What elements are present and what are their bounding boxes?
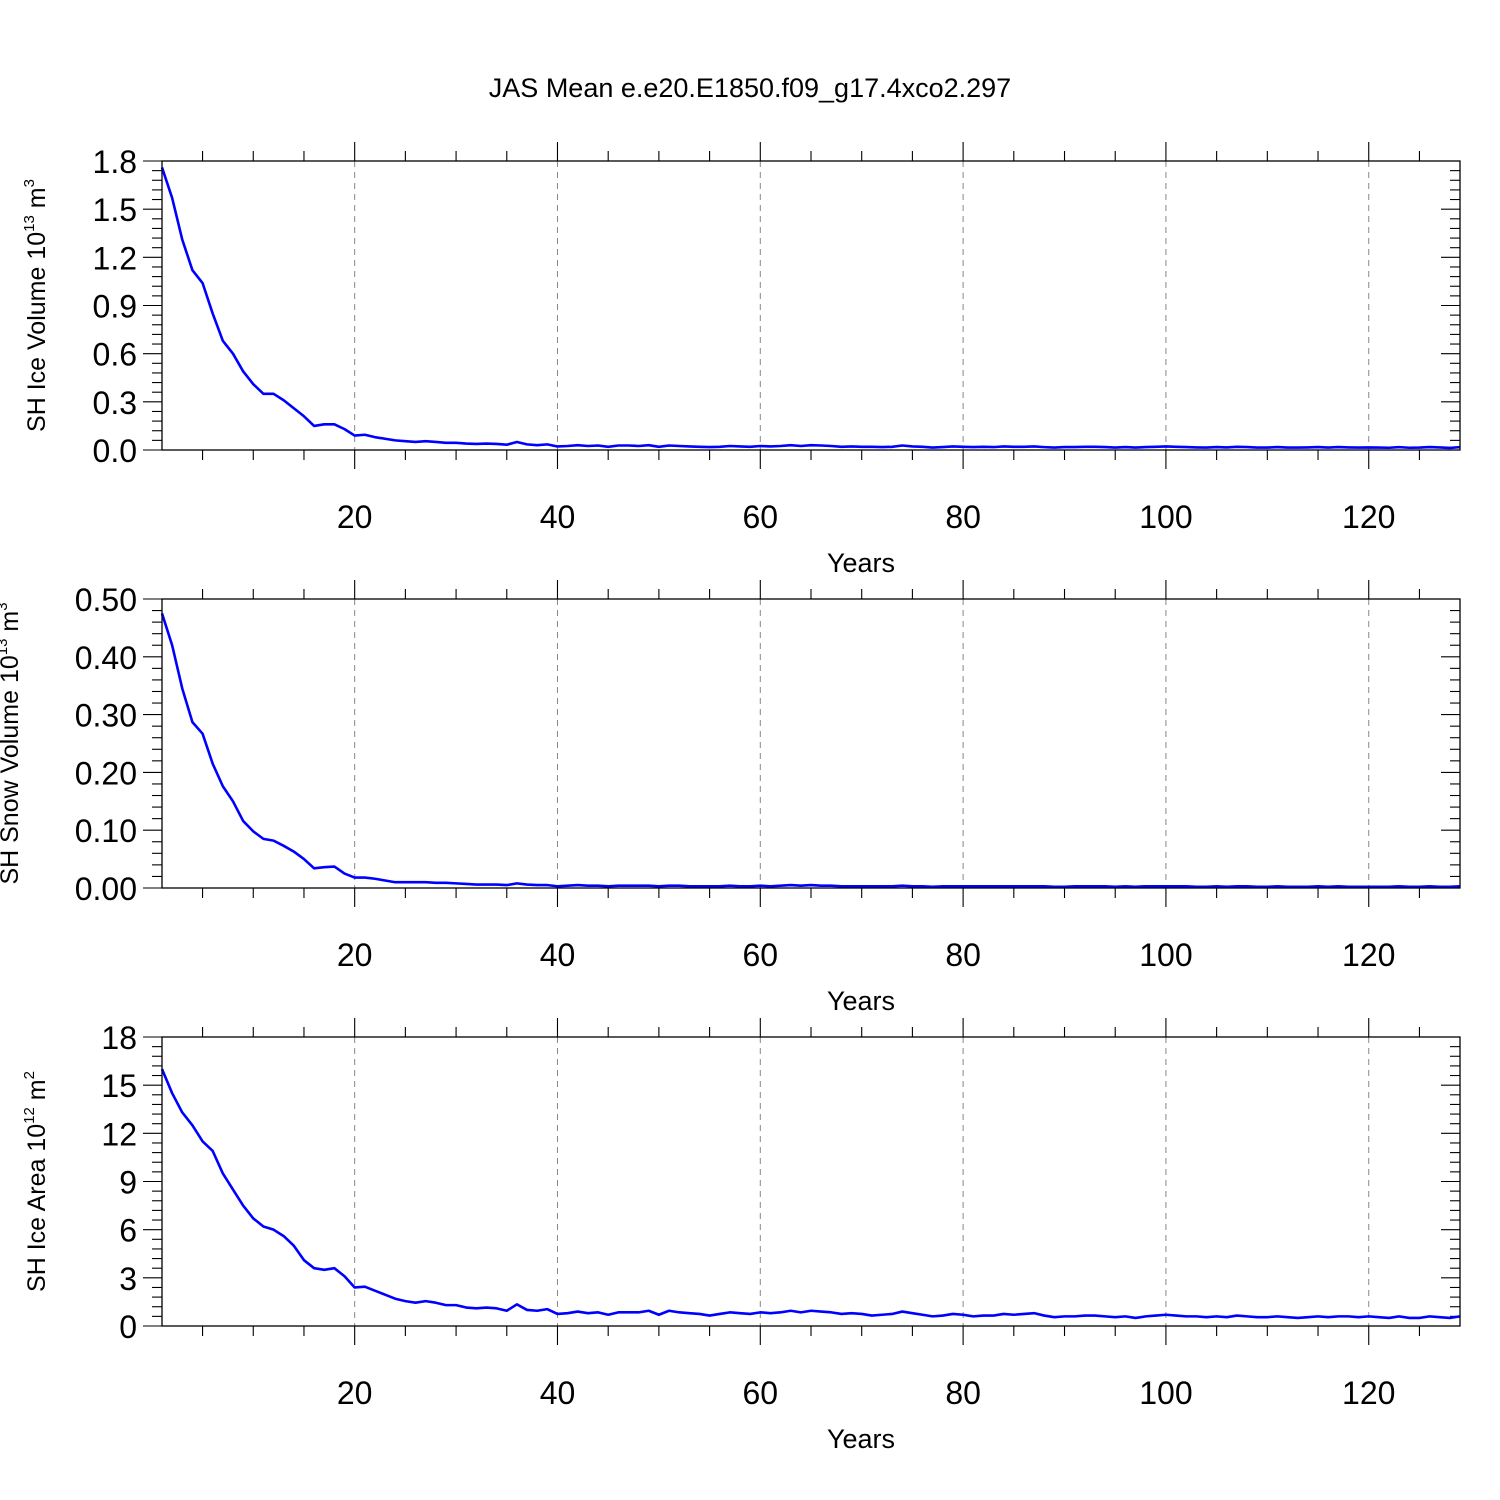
series-line — [160, 1068, 1461, 1320]
x-tick-label: 40 — [540, 499, 576, 535]
y-tick-label: 1.8 — [93, 144, 137, 180]
y-tick-label: 0.20 — [75, 755, 137, 791]
y-tick-label: 0 — [119, 1309, 137, 1345]
y-tick-label: 0.9 — [93, 289, 137, 325]
x-tick-label: 120 — [1342, 499, 1395, 535]
y-tick-label: 15 — [101, 1068, 137, 1104]
y-tick-label: 0.0 — [93, 433, 137, 469]
chart-panel-3: 20 40 60 80 100 120 0 3 6 9 12 15 18 Years SH Ice Area… — [21, 1018, 1461, 1454]
y-tick-label: 12 — [101, 1116, 137, 1152]
x-tick-label: 80 — [945, 499, 981, 535]
x-tick-label: 120 — [1342, 1375, 1395, 1411]
x-tick-label: 60 — [743, 937, 779, 973]
x-axis-label: Years — [827, 1424, 895, 1454]
y-tick-label: 0.30 — [75, 698, 137, 734]
x-axis-label: Years — [827, 986, 895, 1016]
x-tick-label: 60 — [743, 499, 779, 535]
y-axis-label: SH Snow Volume 1013 m3 — [0, 602, 24, 884]
y-tick-label: 1.5 — [93, 192, 137, 228]
y-tick-label: 1.2 — [93, 240, 137, 276]
y-tick-label: 0.50 — [75, 582, 137, 618]
y-axis-label: SH Ice Volume 1013 m3 — [21, 179, 51, 432]
figure-title: JAS Mean e.e20.E1850.f09_g17.4xco2.297 — [489, 73, 1011, 103]
y-tick-label: 9 — [119, 1165, 137, 1201]
plot-frame — [161, 598, 1461, 889]
y-tick-label: 0.6 — [93, 337, 137, 373]
plot-frame — [161, 160, 1461, 451]
series-line — [160, 613, 1461, 889]
x-tick-label: 100 — [1139, 499, 1192, 535]
plot-frame — [161, 1036, 1461, 1327]
chart-panels: 20 40 60 80 100 1200.00.30.60.91.21.51.8Years… — [0, 142, 1461, 1454]
x-axis-label: Years — [827, 548, 895, 578]
y-axis-label: SH Ice Area 1012 m2 — [21, 1071, 51, 1292]
chart-panel-1: 20 40 60 80 100 120 0.0 0.3 0.6 0.9 1.2 1.5 1.8 Years… — [21, 142, 1461, 578]
x-tick-label: 40 — [540, 937, 576, 973]
x-tick-label: 60 — [743, 1375, 779, 1411]
x-tick-label: 20 — [337, 1375, 373, 1411]
y-tick-label: 0.3 — [93, 385, 137, 421]
x-tick-label: 20 — [337, 937, 373, 973]
x-tick-label: 100 — [1139, 937, 1192, 973]
chart-panel-2: 20 40 60 80 100 120 0.00 0.10 0.20 0.30 0.40 0.50 Ye… — [0, 580, 1461, 1016]
y-tick-label: 0.10 — [75, 813, 137, 849]
series-line — [160, 167, 1461, 450]
x-tick-label: 120 — [1342, 937, 1395, 973]
x-tick-label: 100 — [1139, 1375, 1192, 1411]
x-tick-label: 20 — [337, 499, 373, 535]
y-tick-label: 0.40 — [75, 640, 137, 676]
x-tick-label: 80 — [945, 937, 981, 973]
y-tick-label: 6 — [119, 1213, 137, 1249]
x-tick-label: 40 — [540, 1375, 576, 1411]
y-tick-label: 18 — [101, 1020, 137, 1056]
y-tick-label: 0.00 — [75, 871, 137, 907]
x-tick-label: 80 — [945, 1375, 981, 1411]
y-tick-label: 3 — [119, 1261, 137, 1297]
